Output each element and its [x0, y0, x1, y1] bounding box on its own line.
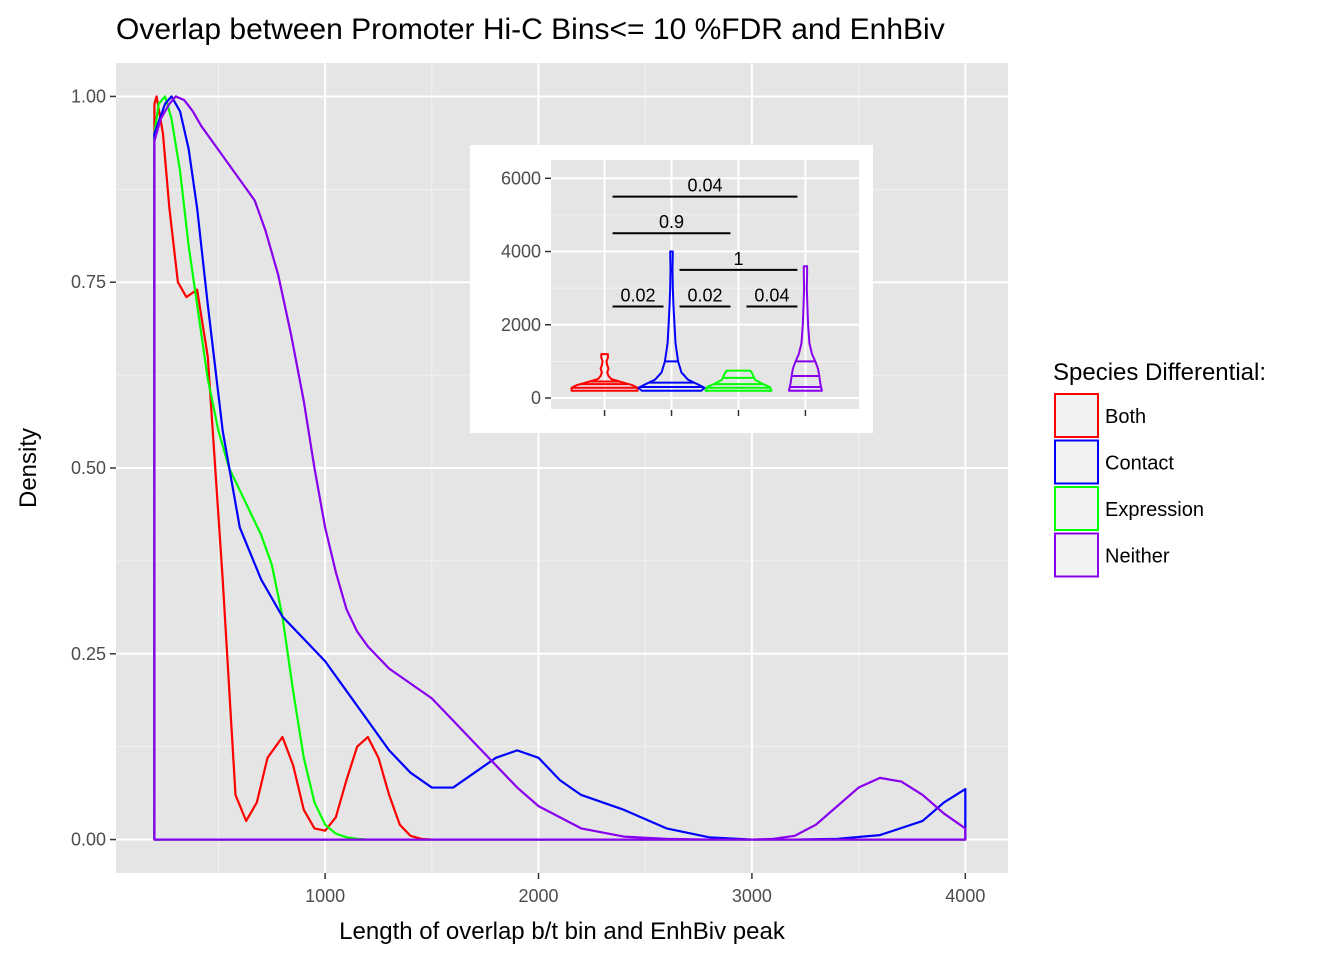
density-line-expression [153, 95, 967, 841]
inset-x-axis [603, 410, 807, 416]
y-tick-label: 0.75 [71, 272, 106, 292]
legend-key-both [1054, 393, 1099, 438]
legend-key-expression [1054, 486, 1099, 531]
x-tick-label: 2000 [519, 886, 559, 906]
inset-y-tick-label: 0 [531, 388, 541, 408]
legend-label-expression: Expression [1105, 499, 1204, 521]
legend-label-both: Both [1105, 406, 1146, 428]
x-tick-label: 4000 [945, 886, 985, 906]
p-value-label: 0.04 [754, 285, 789, 305]
y-tick-label: 0.25 [71, 644, 106, 664]
density-series [153, 95, 967, 841]
density-line-both [153, 95, 967, 841]
violin-contact [637, 250, 706, 392]
y-tick-label: 0.00 [71, 830, 106, 850]
y-axis-title: Density [15, 428, 42, 508]
inset-y-tick-label: 2000 [501, 315, 541, 335]
legend: Species Differential: Both Contact Express… [1053, 359, 1266, 578]
density-line-neither [153, 95, 967, 841]
chart-title: Overlap between Promoter Hi-C Bins<= 10 … [116, 13, 945, 46]
p-value-label: 0.04 [687, 176, 722, 196]
p-value-label: 0.9 [659, 212, 684, 232]
x-tick-label: 3000 [732, 886, 772, 906]
legend-title: Species Differential: [1053, 359, 1266, 386]
y-tick-label: 0.50 [71, 458, 106, 478]
p-value-label: 0.02 [621, 285, 656, 305]
y-axis: 0.00 0.25 0.50 0.75 1.00 [71, 86, 116, 850]
legend-label-contact: Contact [1105, 453, 1174, 475]
inset-y-axis: 0 2000 4000 6000 [501, 168, 551, 408]
inset-y-tick-label: 6000 [501, 168, 541, 188]
legend-key-neither [1054, 532, 1099, 578]
legend-key-contact [1054, 439, 1099, 485]
inset-y-tick-label: 4000 [501, 242, 541, 262]
violin-expression [704, 369, 773, 392]
violin-both [570, 353, 639, 392]
x-tick-label: 1000 [305, 886, 345, 906]
violins [570, 250, 823, 392]
x-axis: 1000 2000 3000 4000 [305, 873, 985, 906]
p-value-label: 1 [733, 249, 743, 269]
p-value-label: 0.02 [687, 285, 722, 305]
x-axis-title: Length of overlap b/t bin and EnhBiv pea… [339, 918, 786, 945]
legend-label-neither: Neither [1105, 546, 1170, 568]
y-tick-label: 1.00 [71, 86, 106, 106]
inset-gridlines [551, 160, 859, 409]
